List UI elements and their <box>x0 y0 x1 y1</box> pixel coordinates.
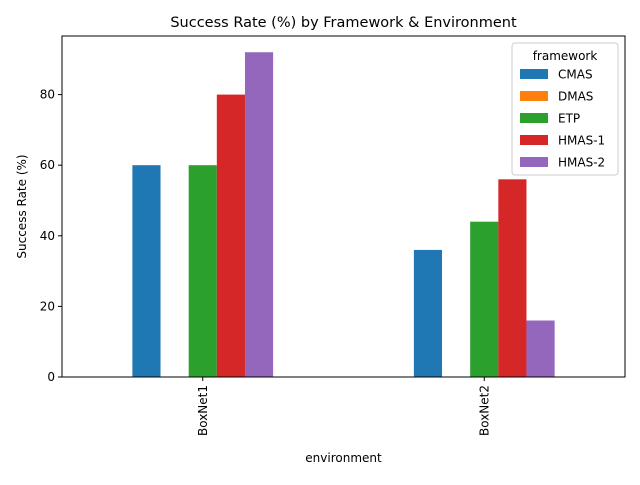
bar-etp-boxnet1 <box>188 165 217 377</box>
legend-swatch-cmas <box>520 69 548 79</box>
legend-title: framework <box>533 49 598 63</box>
y-tick-label: 0 <box>47 370 55 384</box>
bar-hmas-2-boxnet2 <box>526 320 555 377</box>
legend-entry-etp: ETP <box>558 112 580 126</box>
y-tick-label: 40 <box>40 229 55 243</box>
bar-hmas-2-boxnet1 <box>244 52 274 378</box>
x-tick-label: BoxNet1 <box>196 385 210 436</box>
legend-entry-dmas: DMAS <box>558 90 593 104</box>
bar-etp-boxnet2 <box>470 221 499 377</box>
plot-area-frame <box>61 35 626 378</box>
y-tick-label: 80 <box>40 88 55 102</box>
bar-hmas-1-boxnet1 <box>216 94 245 377</box>
legend-entry-cmas: CMAS <box>558 68 593 82</box>
x-axis: BoxNet1 BoxNet2 <box>196 377 491 436</box>
legend-swatch-etp <box>520 113 548 123</box>
bar-cmas-boxnet1 <box>132 165 161 377</box>
y-axis: 0 20 40 60 80 <box>40 88 62 384</box>
legend-entry-hmas-1: HMAS-1 <box>558 134 605 148</box>
bar-hmas-1-boxnet2 <box>498 179 527 377</box>
bar-cmas-boxnet2 <box>413 249 443 377</box>
legend-swatch-hmas-2 <box>520 157 548 167</box>
legend-swatch-hmas-1 <box>520 135 548 145</box>
legend: framework CMAS DMAS ETP HMAS-1 HMAS-2 <box>511 42 619 176</box>
chart-title: Success Rate (%) by Framework & Environm… <box>170 15 517 31</box>
y-axis-label: Success Rate (%) <box>15 154 29 258</box>
x-axis-label: environment <box>305 451 382 465</box>
y-tick-label: 60 <box>40 158 55 172</box>
legend-entry-hmas-2: HMAS-2 <box>558 156 605 170</box>
bars-group <box>132 52 555 378</box>
legend-swatch-dmas <box>520 91 548 101</box>
y-tick-label: 20 <box>40 299 55 313</box>
x-tick-label: BoxNet2 <box>477 385 491 436</box>
